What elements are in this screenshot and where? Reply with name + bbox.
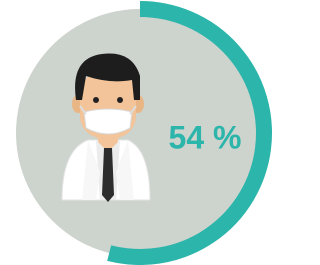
- mask: [84, 109, 132, 134]
- eye: [93, 97, 99, 103]
- value-label: 54 %: [169, 119, 242, 155]
- eye: [117, 97, 123, 103]
- tie: [102, 148, 114, 202]
- chart: 54 %: [0, 0, 280, 265]
